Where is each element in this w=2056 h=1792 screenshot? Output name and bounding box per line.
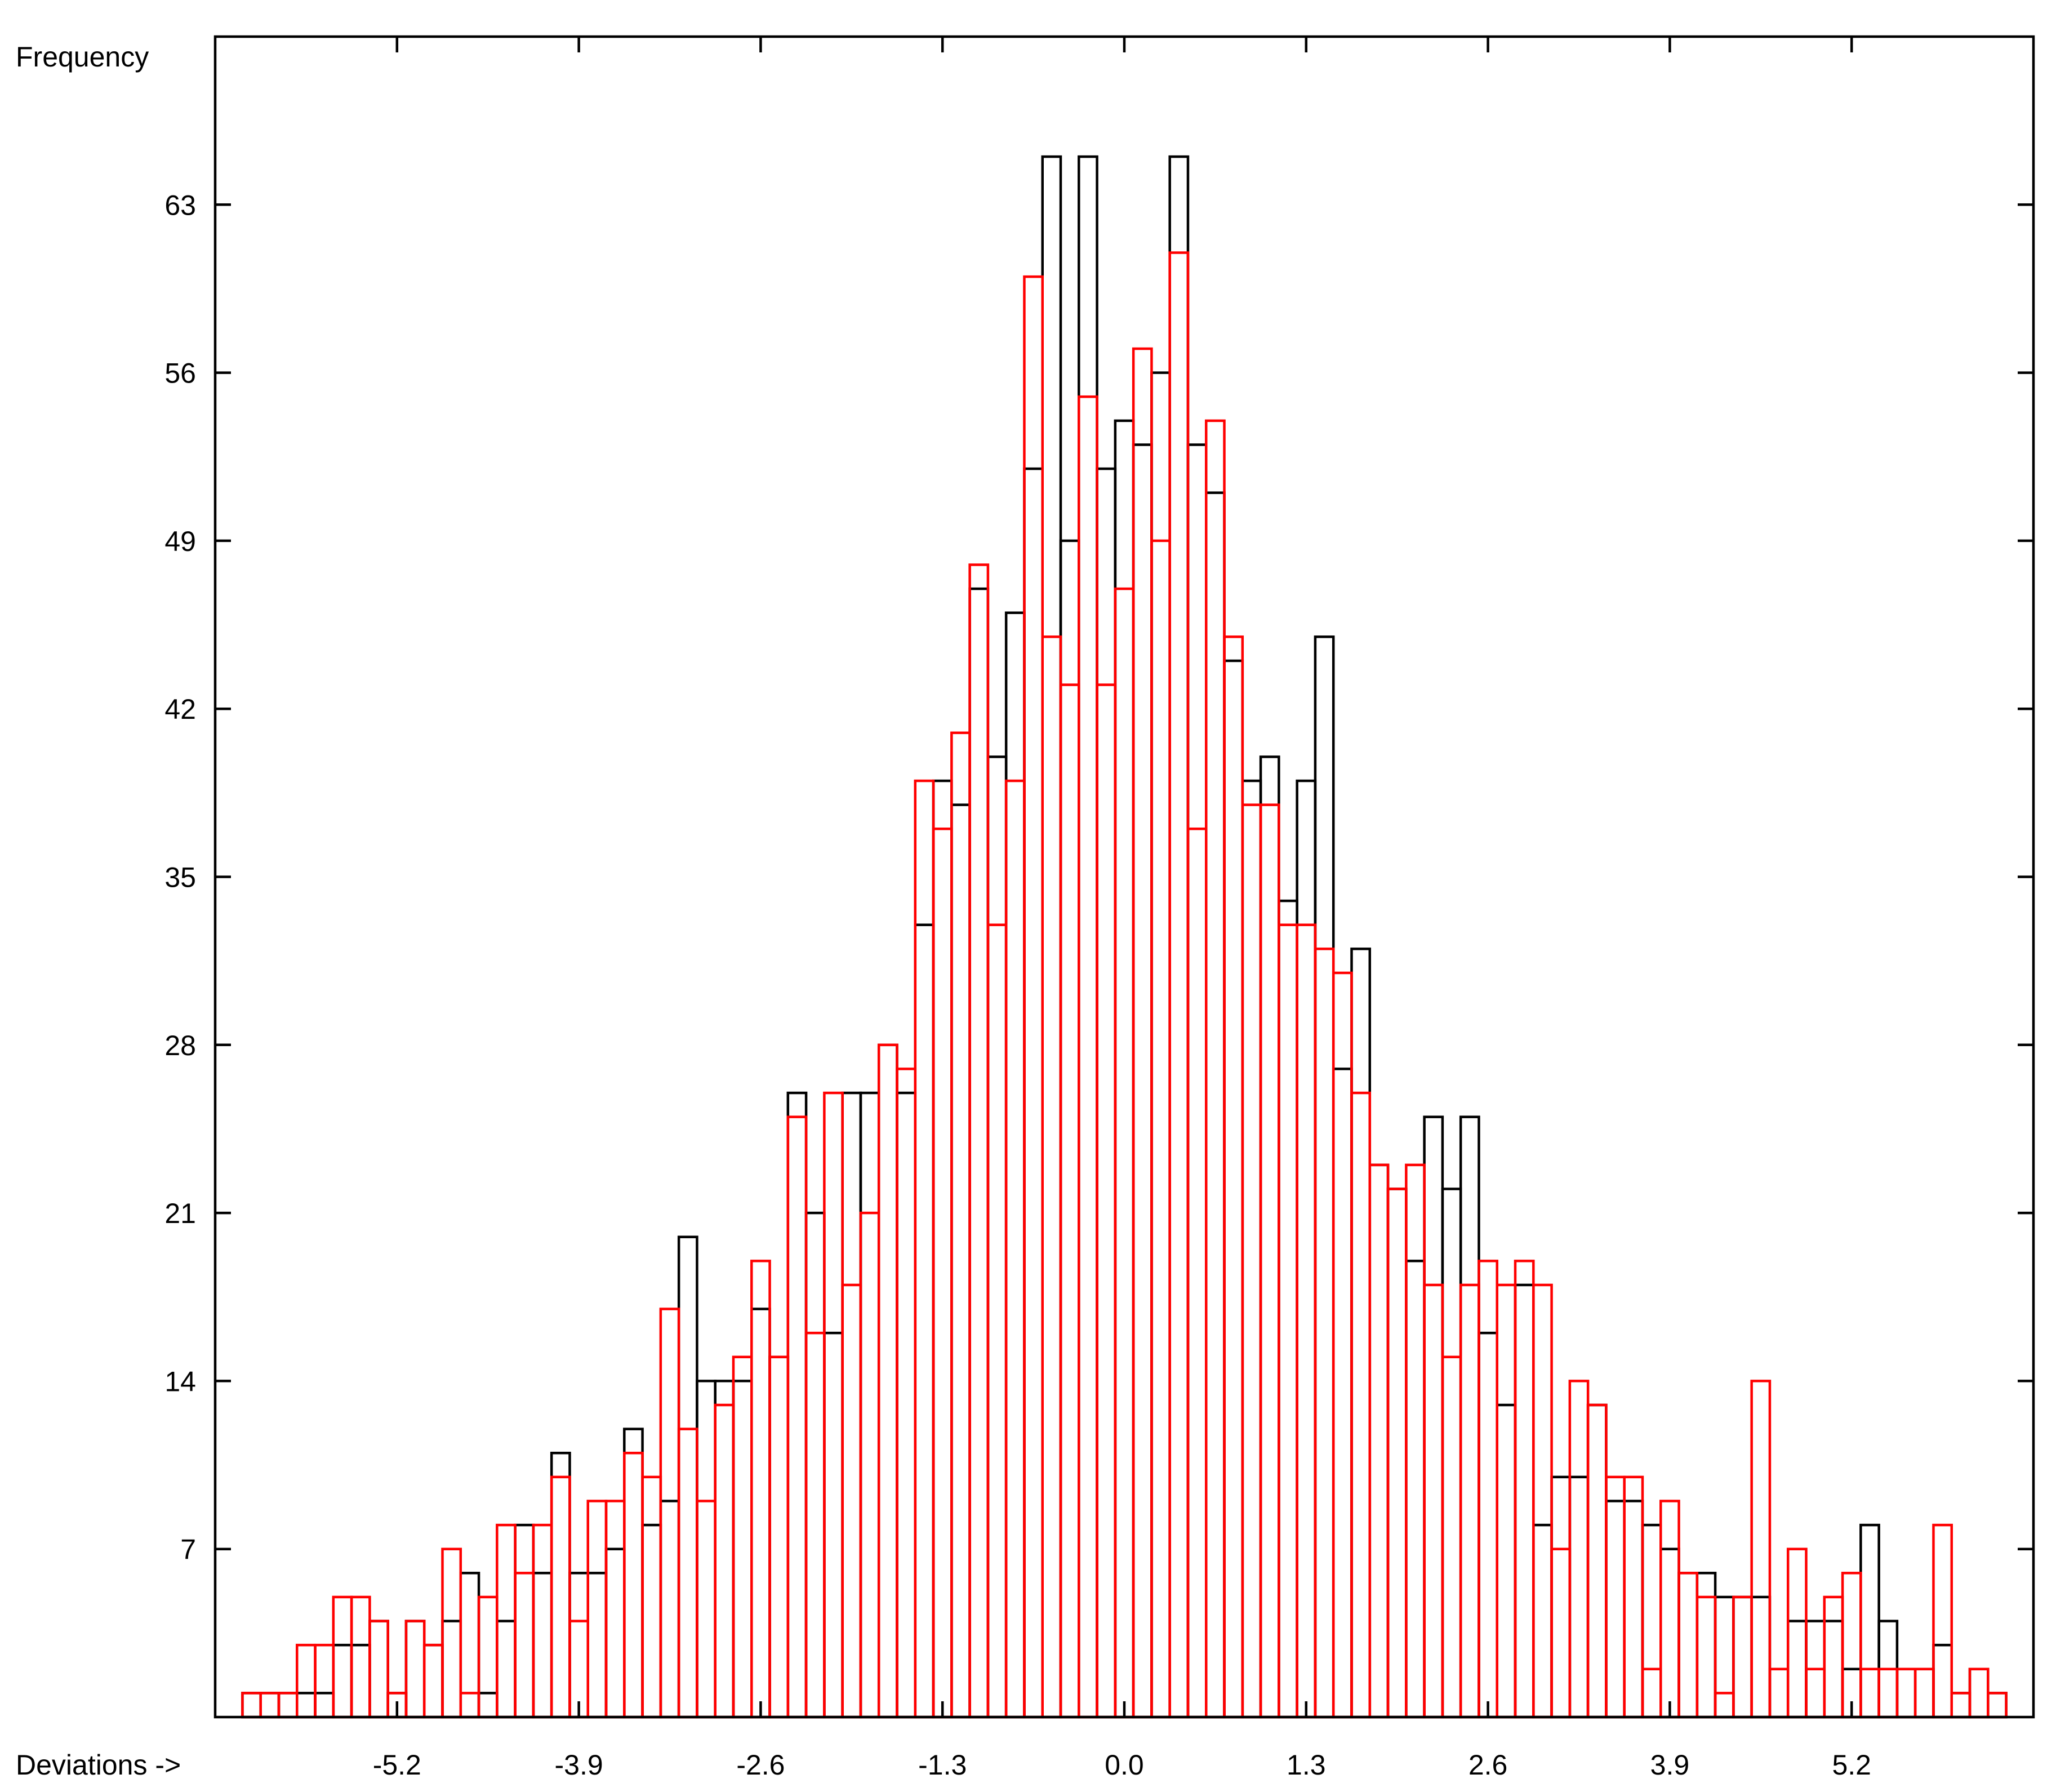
x-tick-label: 5.2 [1832, 1749, 1871, 1781]
x-tick-label: -3.9 [555, 1749, 603, 1781]
y-tick-label: 35 [164, 862, 196, 893]
x-tick-label: 2.6 [1468, 1749, 1508, 1781]
y-tick-label: 28 [164, 1030, 196, 1061]
x-tick-label: 0.0 [1105, 1749, 1144, 1781]
y-tick-label: 7 [180, 1534, 196, 1566]
y-tick-label: 56 [164, 358, 196, 389]
y-tick-label: 49 [164, 526, 196, 557]
y-tick-label: 42 [164, 693, 196, 725]
y-tick-label: 21 [164, 1198, 196, 1229]
y-tick-label: 14 [164, 1366, 196, 1397]
x-tick-label: -5.2 [373, 1749, 421, 1781]
x-axis-label: Deviations -> [16, 1749, 181, 1781]
x-tick-label: -1.3 [918, 1749, 967, 1781]
y-axis-label: Frequency [16, 41, 149, 73]
x-tick-label: -2.6 [736, 1749, 785, 1781]
x-tick-label: 3.9 [1650, 1749, 1690, 1781]
x-tick-label: 1.3 [1287, 1749, 1326, 1781]
y-tick-label: 63 [164, 189, 196, 221]
